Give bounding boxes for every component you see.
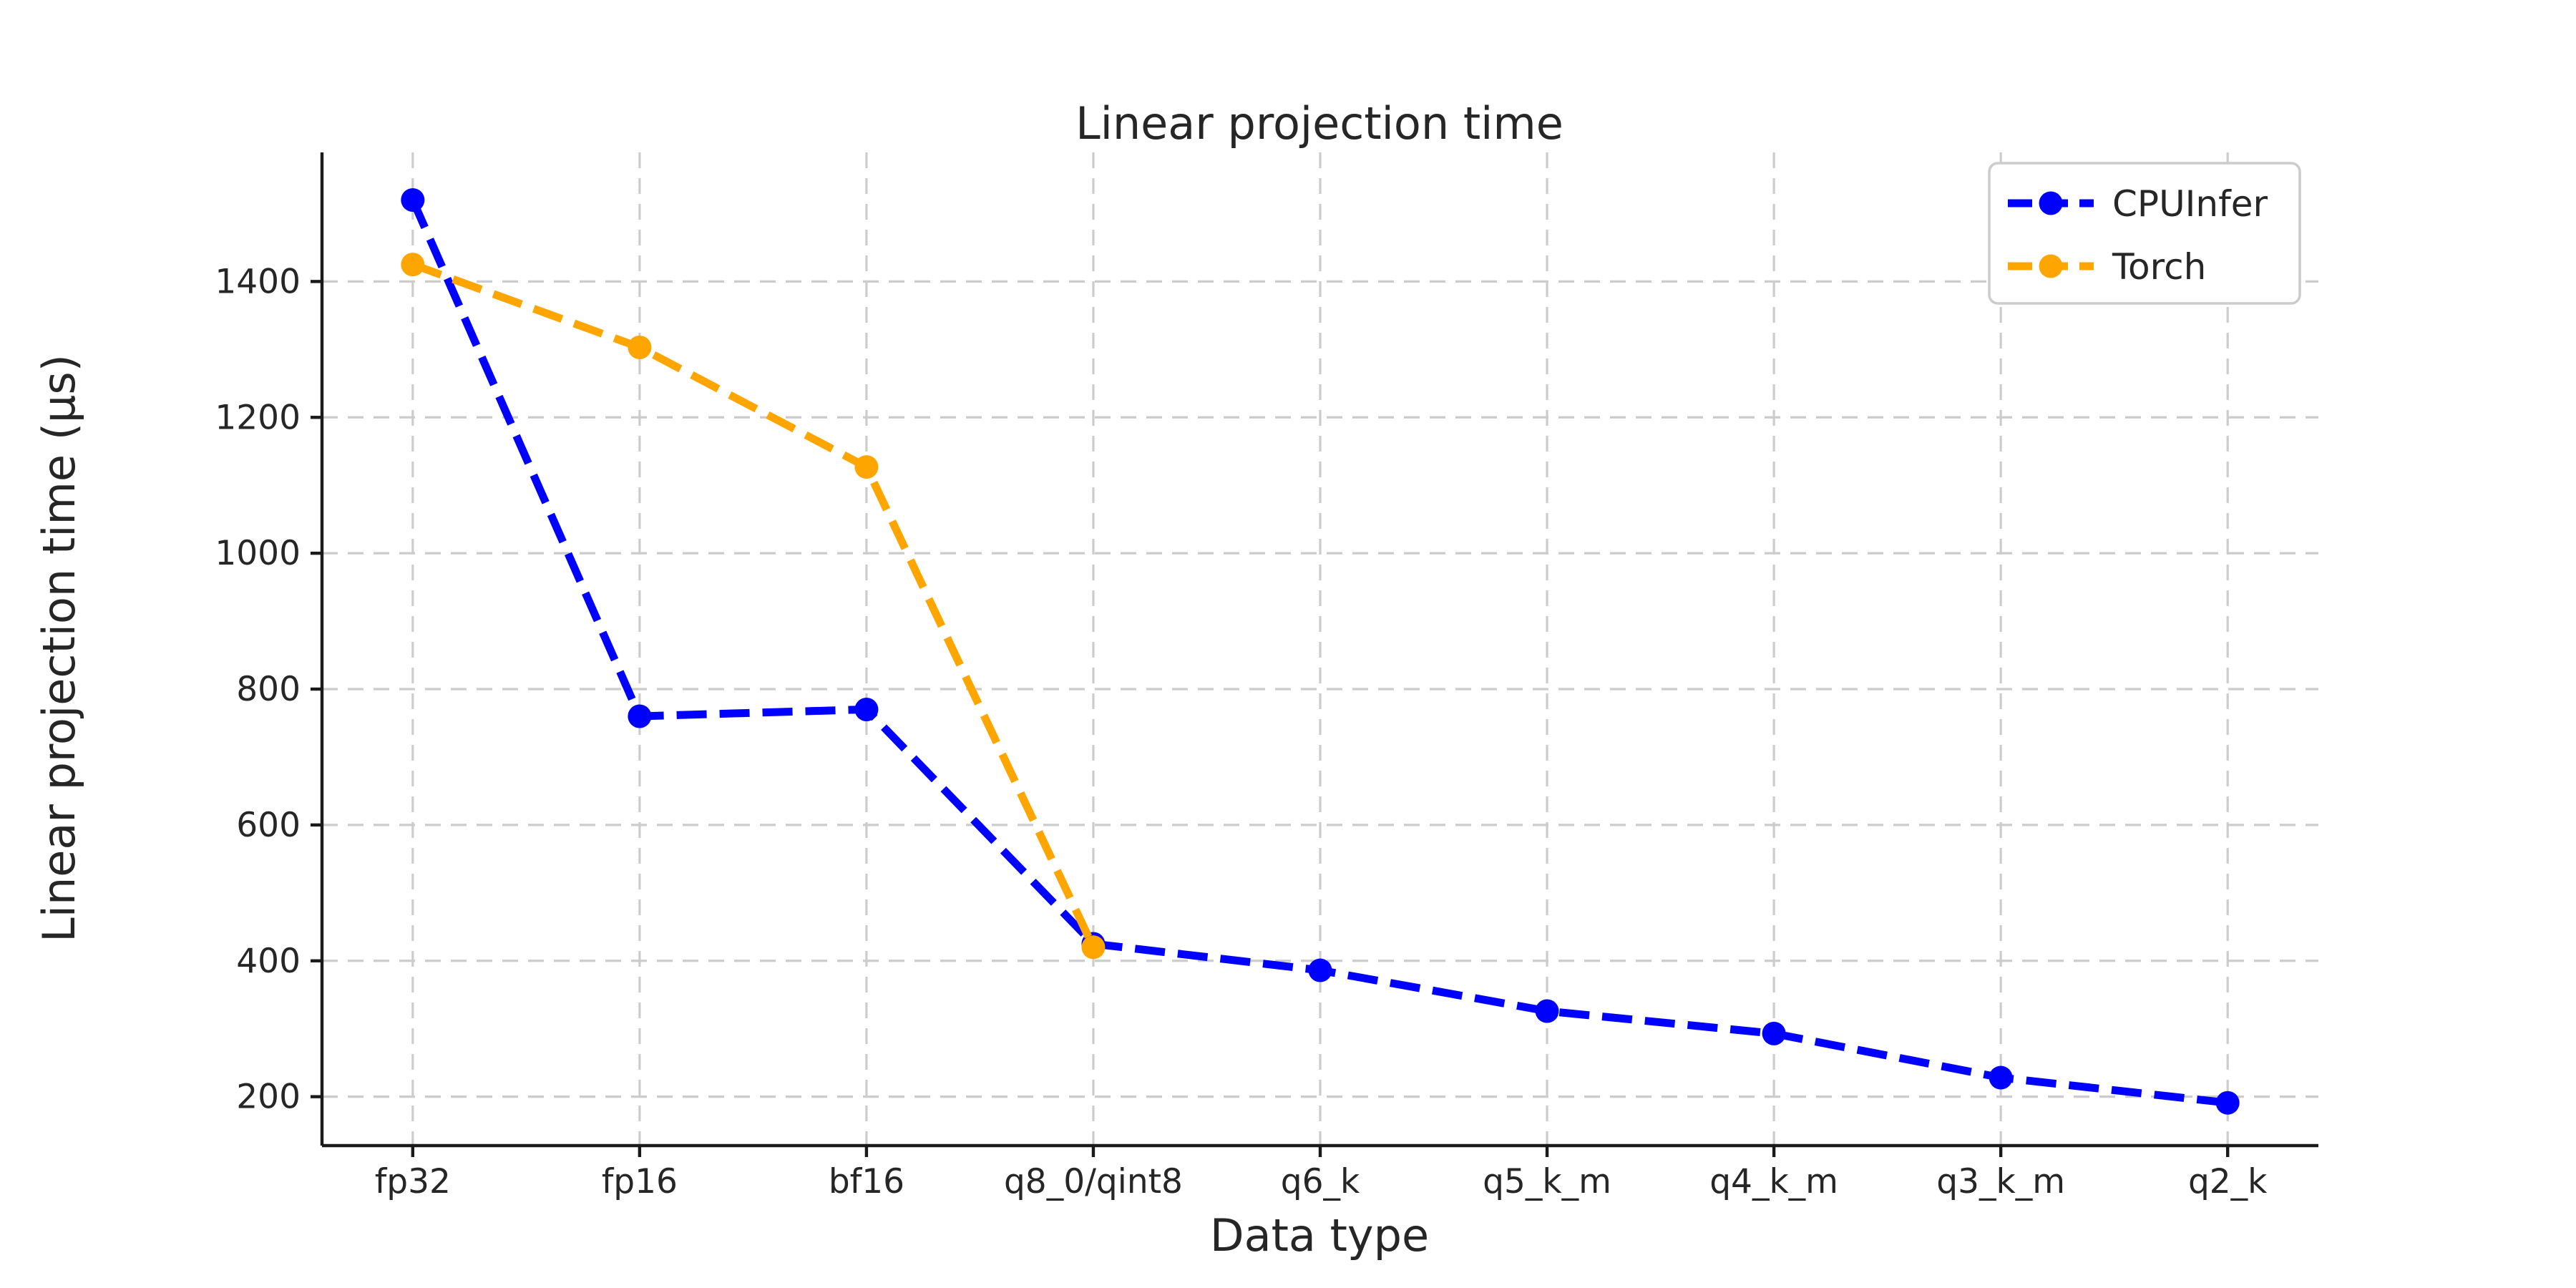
y-tick-label: 1000 xyxy=(215,534,301,573)
y-tick-label: 200 xyxy=(236,1078,301,1117)
y-axis-label: Linear projection time (μs) xyxy=(33,354,85,942)
y-tick-label: 600 xyxy=(236,806,301,845)
data-point-torch xyxy=(401,253,425,277)
legend: CPUInfer Torch xyxy=(1988,162,2301,305)
data-point-cpuinfer xyxy=(1308,958,1332,982)
y-tick-label: 1200 xyxy=(215,398,301,437)
tick-layer: 200 400 600 800 1000 1200 1400 fp32 fp16 bf16 q8_0… xyxy=(215,262,2268,1201)
x-tick-label: fp16 xyxy=(602,1162,678,1201)
chart-title: Linear projection time xyxy=(1075,97,1563,150)
x-tick-label: bf16 xyxy=(829,1162,904,1201)
series-line-torch xyxy=(411,260,1097,950)
data-point-torch xyxy=(1081,935,1106,960)
data-point-torch xyxy=(854,455,879,479)
legend-marker xyxy=(2039,191,2063,215)
legend-marker xyxy=(2039,254,2063,278)
series-layer xyxy=(401,187,2240,1115)
x-tick-label: fp32 xyxy=(375,1162,451,1201)
data-point-cpuinfer xyxy=(628,704,652,728)
y-tick-label: 800 xyxy=(236,670,301,709)
grid-layer xyxy=(322,152,2318,1146)
x-tick-label: q8_0/qint8 xyxy=(1004,1162,1183,1201)
x-tick-label: q6_k xyxy=(1281,1162,1360,1201)
data-point-cpuinfer xyxy=(854,697,879,721)
x-tick-label: q2_k xyxy=(2188,1162,2268,1201)
x-tick-label: q3_k_m xyxy=(1936,1162,2065,1201)
legend-item-cpuinfer: CPUInfer xyxy=(2112,183,2268,225)
x-tick-label: q4_k_m xyxy=(1709,1162,1838,1201)
data-point-cpuinfer xyxy=(2215,1091,2240,1115)
data-point-cpuinfer xyxy=(1762,1021,1786,1045)
x-tick-label: q5_k_m xyxy=(1483,1162,1611,1201)
y-tick-label: 1400 xyxy=(215,262,301,301)
data-point-cpuinfer xyxy=(401,187,425,212)
legend-item-torch: Torch xyxy=(2112,246,2206,288)
data-point-cpuinfer xyxy=(1989,1065,2013,1090)
x-axis-label: Data type xyxy=(1210,1209,1429,1262)
y-tick-label: 400 xyxy=(236,942,301,981)
data-point-cpuinfer xyxy=(1535,999,1559,1023)
data-point-torch xyxy=(628,335,652,359)
